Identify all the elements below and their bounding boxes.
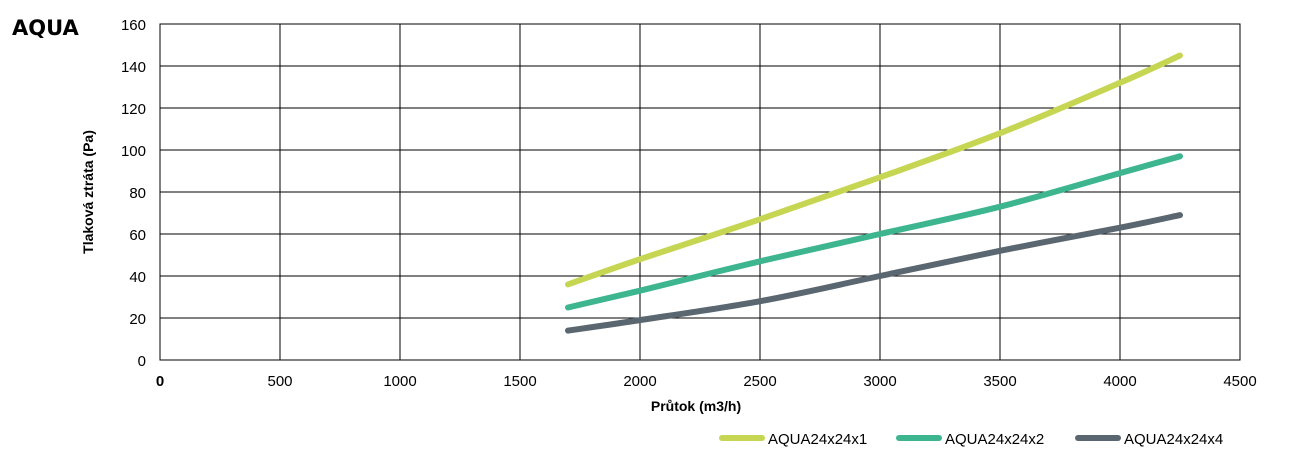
x-tick-label: 3500 (983, 373, 1016, 390)
y-tick-label: 160 (121, 17, 146, 34)
page-title: AQUA (12, 16, 79, 40)
x-tick-label: 0 (156, 373, 164, 390)
legend-label-2: AQUA24x24x2 (945, 431, 1044, 448)
y-tick-label: 100 (121, 143, 146, 160)
x-tick-label: 2000 (623, 373, 656, 390)
y-tick-label: 40 (129, 269, 146, 286)
x-tick-label: 4500 (1223, 373, 1256, 390)
y-tick-label: 60 (129, 227, 146, 244)
x-tick-label: 1500 (503, 373, 536, 390)
x-tick-label: 4000 (1103, 373, 1136, 390)
x-tick-label: 3000 (863, 373, 896, 390)
x-axis-label: Průtok (m3/h) (651, 398, 741, 414)
x-tick-label: 500 (267, 373, 292, 390)
y-tick-label: 80 (129, 185, 146, 202)
y-axis-label: Tlaková ztráta (Pa) (80, 130, 96, 254)
series-line-1 (568, 56, 1180, 285)
y-tick-label: 0 (138, 353, 146, 370)
y-tick-label: 140 (121, 59, 146, 76)
y-tick-label: 120 (121, 101, 146, 118)
y-tick-label: 20 (129, 311, 146, 328)
x-tick-label: 1000 (383, 373, 416, 390)
legend-label-1: AQUA24x24x1 (768, 431, 867, 448)
x-tick-label: 2500 (743, 373, 776, 390)
legend-label-3: AQUA24x24x4 (1124, 431, 1223, 448)
